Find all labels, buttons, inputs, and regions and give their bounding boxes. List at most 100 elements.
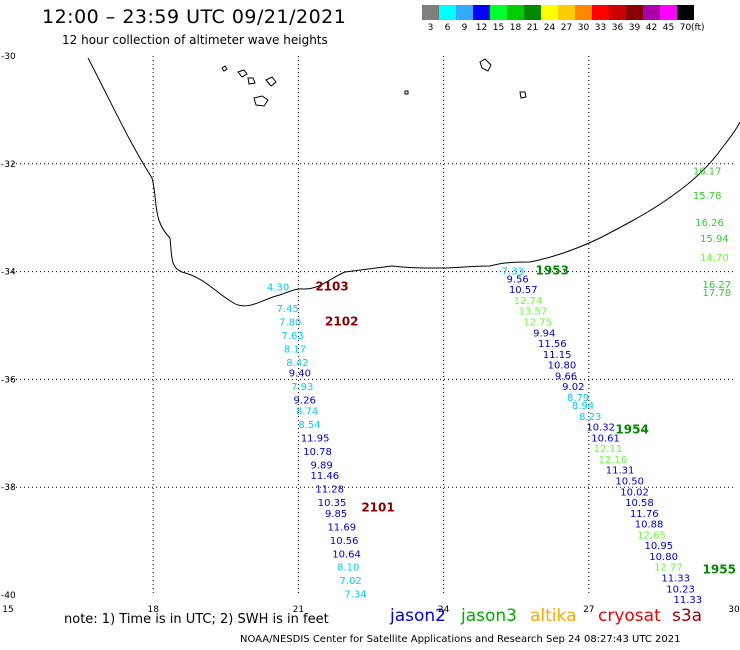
satellite-legend-altika: altika — [530, 606, 577, 626]
island — [519, 91, 527, 99]
wave-height-reading: 4.30 — [267, 282, 289, 293]
wave-height-reading: 8.10 — [337, 563, 359, 574]
scale-label: 33 — [594, 23, 607, 33]
wave-height-reading: 10.58 — [625, 498, 654, 509]
wave-height-reading: 11.31 — [606, 466, 635, 477]
south-africa-coastline — [87, 57, 740, 307]
scale-label: 36 — [611, 23, 624, 33]
scale-swatch — [643, 5, 660, 20]
scale-label: 12 — [475, 23, 488, 33]
lon-label: 30 — [728, 605, 740, 615]
wave-height-reading: 10.56 — [330, 536, 359, 547]
scale-label: 3 — [427, 23, 434, 33]
island — [404, 90, 409, 95]
pass-labels: 2103 2102 2101 1953 1954 1955 — [315, 263, 736, 576]
pass-label: 1954 — [615, 422, 648, 436]
wave-height-reading: 7.93 — [291, 382, 313, 393]
wave-height-reading: 10.80 — [649, 552, 678, 563]
wave-height-reading: 8.42 — [286, 358, 308, 369]
wave-height-reading: 12.74 — [514, 296, 543, 307]
scale-label: 6 — [444, 23, 451, 33]
wave-height-reading: 8.94 — [572, 401, 594, 412]
pass-label: 1955 — [703, 562, 736, 576]
wave-height-reading: 13.57 — [519, 307, 548, 318]
pass-label: 2103 — [315, 279, 348, 293]
wave-height-reading: 9.89 — [311, 460, 333, 471]
wave-height-reading: 11.69 — [327, 522, 356, 533]
wave-height-reading: 16.26 — [695, 218, 724, 229]
scale-swatch — [541, 5, 558, 20]
wave-height-reading: 7.02 — [340, 576, 362, 587]
lat-label: -40 — [1, 591, 16, 601]
scale-swatch — [626, 5, 643, 20]
island — [265, 76, 277, 87]
lon-label: 21 — [293, 605, 304, 615]
scale-label: 30 — [577, 23, 590, 33]
wave-height-reading: 12.16 — [598, 455, 627, 466]
wave-height-reading: 15.94 — [700, 234, 729, 245]
wave-height-reading: 9.85 — [325, 509, 347, 520]
wave-height-reading: 11.33 — [661, 574, 690, 585]
scale-label: 15 — [492, 23, 505, 33]
satellite-legend-s3a: s3a — [672, 606, 703, 626]
satellite-legend-jason2: jason2 — [390, 606, 446, 626]
coastline — [87, 57, 740, 307]
wave-height-reading: 8.54 — [298, 420, 320, 431]
map-subtitle: 12 hour collection of altimeter wave hei… — [62, 33, 328, 47]
map-title: 12:00 – 23:59 UTC 09/21/2021 — [42, 6, 347, 28]
satellite-legend-jason3: jason3 — [461, 606, 517, 626]
wave-height-reading: 16.17 — [693, 167, 722, 178]
lat-label: -34 — [1, 268, 16, 278]
scale-swatch — [592, 5, 609, 20]
scale-swatch — [422, 5, 439, 20]
wave-height-reading: 9.40 — [289, 369, 311, 380]
wave-height-reading: 12.75 — [523, 318, 552, 329]
wave-height-reading: 7.63 — [281, 331, 303, 342]
scale-label: 9 — [461, 23, 468, 33]
lon-label: 24 — [438, 605, 450, 615]
wave-height-reading: 12.65 — [637, 530, 666, 541]
lon-label: 18 — [147, 605, 159, 615]
wave-height-reading: 10.02 — [620, 487, 649, 498]
credit-line: NOAA/NESDIS Center for Satellite Applica… — [240, 634, 681, 645]
wave-height-reading: 10.80 — [548, 361, 577, 372]
lat-label: -36 — [1, 375, 16, 385]
scale-label: 42 — [645, 23, 658, 33]
wave-height-reading: 11.15 — [543, 350, 572, 361]
wave-height-reading: 7.33 — [502, 266, 524, 277]
wave-height-reading: 11.28 — [315, 485, 344, 496]
satellite-legend-cryosat: cryosat — [598, 606, 661, 626]
scale-unit: (ft) — [691, 23, 705, 33]
wave-height-reading: 9.02 — [562, 382, 584, 393]
scale-swatch — [456, 5, 473, 20]
wave-height-reading: 12.77 — [654, 563, 683, 574]
lat-lon-grid: 15 18 21 24 27 30 -30 -32 -34 -36 -38 -40 — [1, 52, 740, 615]
island — [221, 65, 228, 72]
scale-swatch — [473, 5, 490, 20]
pass-label: 2101 — [361, 500, 394, 514]
scale-swatch — [558, 5, 575, 20]
wave-height-reading: 12.11 — [594, 444, 623, 455]
island — [247, 77, 256, 85]
wave-height-reading: 9.94 — [533, 328, 555, 339]
wave-height-reading: 17.78 — [703, 288, 732, 299]
lon-label: 27 — [583, 605, 594, 615]
scale-label: 18 — [509, 23, 522, 33]
wave-height-reading: 9.56 — [507, 274, 529, 285]
wave-height-reading: 10.32 — [586, 423, 615, 434]
scale-label: 45 — [662, 23, 675, 33]
wave-height-reading: 11.46 — [311, 471, 340, 482]
scale-swatch — [439, 5, 456, 20]
wave-height-reading: 7.34 — [344, 590, 366, 601]
scale-swatch — [660, 5, 677, 20]
wave-height-reading: 10.35 — [318, 498, 347, 509]
lat-label: -38 — [1, 483, 16, 493]
scale-swatch — [609, 5, 626, 20]
footnote: note: 1) Time is in UTC; 2) SWH is in fe… — [64, 612, 329, 627]
scale-label: 39 — [628, 23, 641, 33]
wave-height-reading: 16.27 — [703, 280, 732, 291]
island — [253, 95, 269, 107]
wave-height-reading: 11.76 — [630, 509, 659, 520]
lat-label: -32 — [1, 160, 16, 170]
